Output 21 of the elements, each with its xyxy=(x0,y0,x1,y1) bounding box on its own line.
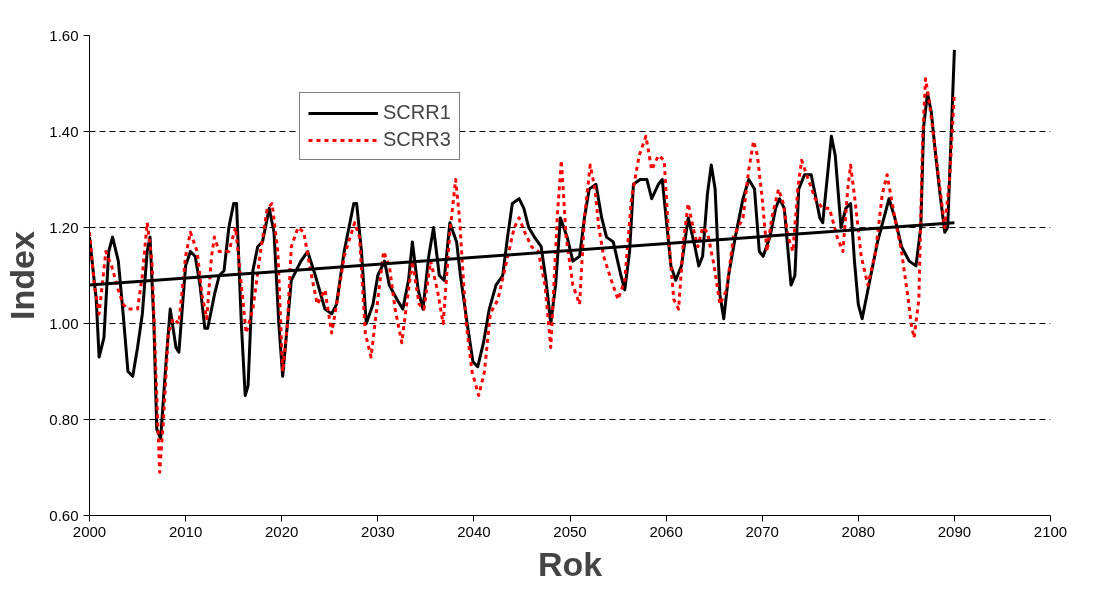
x-tick-label: 2000 xyxy=(72,522,107,540)
legend-label: SCRR3 xyxy=(383,128,451,151)
x-axis-title: Rok xyxy=(537,544,603,583)
x-tick-label: 2100 xyxy=(1033,522,1068,540)
x-tick-label: 2090 xyxy=(937,522,972,540)
y-tick-label: 0.60 xyxy=(49,506,79,524)
y-tick-label: 1.40 xyxy=(49,122,79,140)
y-tick-label: 0.80 xyxy=(49,410,79,428)
x-tick-label: 2070 xyxy=(745,522,779,540)
x-tick-label: 2050 xyxy=(553,522,587,540)
y-tick-label: 1.00 xyxy=(49,314,79,332)
x-tick-label: 2060 xyxy=(649,522,683,540)
x-tick-label: 2010 xyxy=(168,522,203,540)
legend-label: SCRR1 xyxy=(383,101,451,124)
x-tick-label: 2020 xyxy=(265,522,299,540)
y-tick-label: 1.20 xyxy=(49,218,79,236)
x-tick-label: 2040 xyxy=(457,522,491,540)
x-tick-label: 2080 xyxy=(841,522,875,540)
x-tick-label: 2030 xyxy=(361,522,395,540)
y-axis-title: Index xyxy=(3,231,42,320)
y-tick-label: 1.60 xyxy=(49,26,79,44)
